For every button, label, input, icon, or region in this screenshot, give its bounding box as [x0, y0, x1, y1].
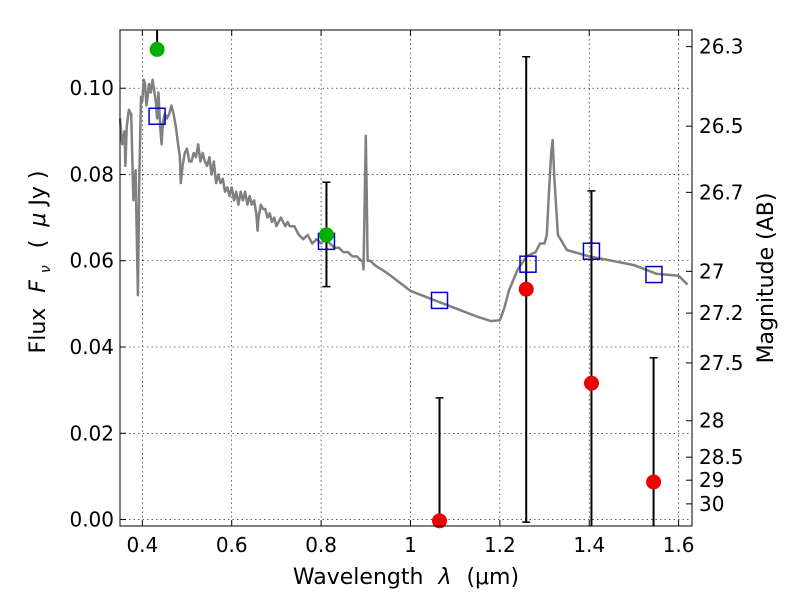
y-tick-label: 0.04 — [69, 335, 114, 359]
x-tick-label: 1.2 — [484, 533, 516, 557]
magnitude-tick-label: 27 — [699, 259, 724, 283]
error-bars — [153, 30, 658, 526]
magnitude-tick-label: 26.5 — [699, 114, 744, 138]
y-tick-label: 0.02 — [69, 421, 114, 445]
x-tick-label: 1.6 — [663, 533, 695, 557]
model-point-square — [148, 107, 166, 126]
detection-point — [149, 41, 165, 57]
model-points — [148, 107, 663, 310]
non-detection-point — [583, 375, 599, 391]
magnitude-tick-label: 28 — [699, 409, 724, 433]
model-point-square — [430, 291, 449, 310]
y-tick-label: 0.10 — [69, 76, 114, 100]
y-axis-label: Flux F ν ( μ Jy ) — [26, 171, 56, 354]
magnitude-tick-label: 30 — [699, 492, 724, 516]
non-detection-point — [518, 281, 534, 297]
plot-frame — [119, 29, 693, 527]
detection-point — [318, 227, 334, 243]
model-point-square — [519, 255, 537, 273]
y-axis: 0.00 0.02 0.04 0.06 0.08 0.10 — [69, 76, 126, 532]
model-spectrum — [118, 78, 689, 323]
x-tick-label: 0.6 — [216, 533, 248, 557]
x-tick-label: 1.4 — [573, 533, 605, 557]
model-point-square — [645, 265, 663, 284]
magnitude-tick-label: 26.3 — [699, 35, 744, 59]
magnitude-axis-label: Magnitude (AB) — [754, 193, 779, 364]
magnitude-tick-label: 29 — [699, 468, 724, 492]
model-spectrum-line — [118, 78, 689, 323]
non-detection-point — [432, 513, 448, 529]
grid — [120, 30, 692, 526]
x-axis: 0.4 0.6 0.8 1 1.2 1.4 1.6 — [126, 30, 695, 557]
y-tick-label: 0.06 — [69, 249, 114, 273]
magnitude-tick-label: 28.5 — [699, 445, 744, 469]
model-point-square — [582, 242, 601, 261]
x-tick-label: 1 — [404, 533, 417, 557]
y-tick-label: 0.00 — [69, 508, 114, 532]
magnitude-tick-label: 26.7 — [699, 180, 744, 204]
magnitude-tick-label: 27.5 — [699, 351, 744, 375]
data-points — [149, 41, 662, 529]
x-axis-label: Wavelength λ (μm) — [293, 565, 519, 590]
x-tick-label: 0.4 — [126, 533, 158, 557]
y-tick-label: 0.08 — [69, 162, 114, 186]
magnitude-tick-label: 27.2 — [699, 301, 744, 325]
x-tick-label: 0.8 — [305, 533, 337, 557]
non-detection-point — [646, 474, 662, 490]
